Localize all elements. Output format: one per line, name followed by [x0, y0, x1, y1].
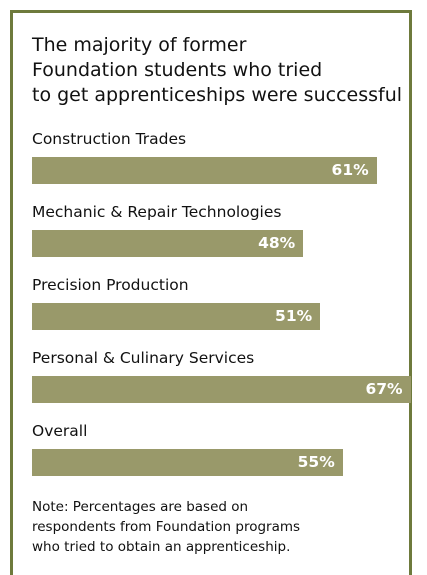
category-label: Mechanic & Repair Technologies [32, 203, 282, 221]
bar: 51% [32, 303, 321, 330]
bar: 61% [32, 157, 377, 184]
category-label: Personal & Culinary Services [32, 349, 255, 367]
category-label: Precision Production [32, 276, 189, 294]
note: who tried to obtain an apprenticeship. [32, 539, 291, 555]
category-label: Overall [32, 422, 88, 440]
value-label: 61% [331, 161, 369, 179]
chart-title: Foundation students who tried [32, 59, 323, 81]
value-label: 51% [275, 307, 313, 325]
chart-title: to get apprenticeships were successful [32, 84, 403, 106]
bar: 48% [32, 230, 304, 257]
value-label: 55% [297, 453, 335, 471]
category-label: Construction Trades [32, 130, 187, 148]
note: respondents from Foundation programs [32, 519, 301, 535]
chart-title: The majority of former [32, 34, 247, 56]
value-label: 67% [365, 380, 403, 398]
frame [10, 10, 412, 575]
value-label: 48% [258, 234, 296, 252]
bar: 67% [32, 376, 411, 403]
bar: 55% [32, 449, 343, 476]
note: Note: Percentages are based on [32, 499, 249, 515]
